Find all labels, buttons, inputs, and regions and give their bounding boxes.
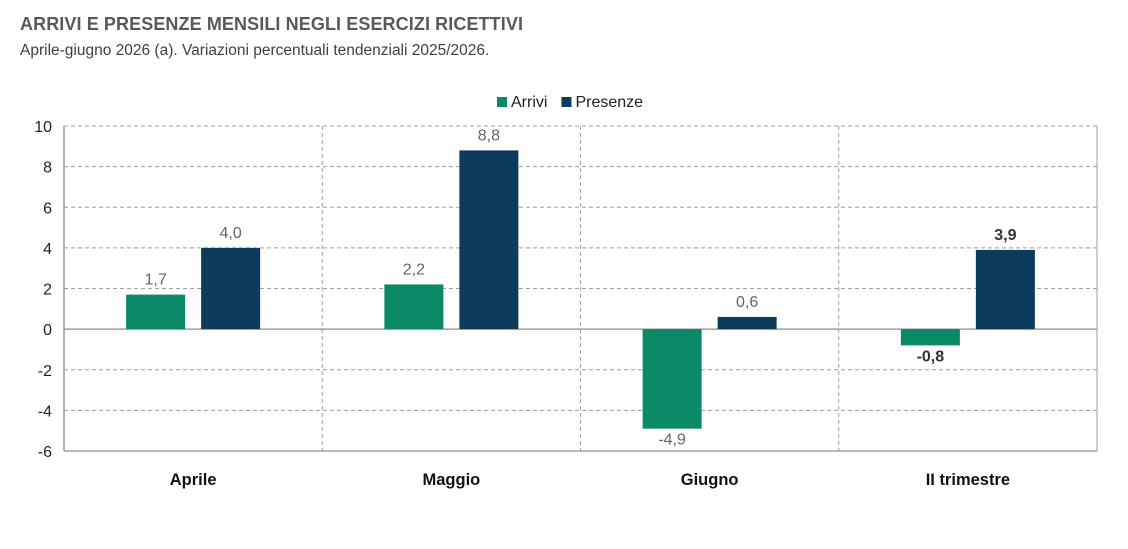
data-label: 4,0 [220, 225, 242, 242]
bar-arrivi-0 [126, 294, 186, 330]
data-label: 3,9 [994, 227, 1016, 244]
data-label: 0,6 [736, 294, 758, 311]
y-tick-label: 10 [34, 119, 52, 136]
data-label: 2,2 [403, 261, 425, 278]
legend-swatch-presenze [561, 97, 572, 107]
legend-label-arrivi: Arrivi [511, 94, 547, 111]
y-tick-label: 8 [43, 160, 52, 177]
bars-layer [126, 150, 1035, 429]
legend-label-presenze: Presenze [575, 94, 643, 111]
x-category-label: Aprile [170, 471, 217, 489]
bar-presenze-3 [975, 249, 1035, 330]
y-tick-label: 6 [43, 200, 52, 217]
bar-arrivi-3 [900, 329, 960, 346]
chart-title: ARRIVI E PRESENZE MENSILI NEGLI ESERCIZI… [20, 14, 524, 34]
y-tick-label: 0 [43, 322, 52, 339]
bar-presenze-1 [459, 150, 519, 330]
data-label: 1,7 [145, 272, 167, 289]
bar-arrivi-1 [384, 284, 444, 330]
x-category-label: II trimestre [926, 471, 1010, 489]
grid-layer: -6 -4 -2 0 2 4 6 8 10 [34, 119, 1098, 461]
data-label: -4,9 [658, 432, 686, 449]
y-tick-label: 2 [43, 282, 52, 299]
chart-subtitle: Aprile-giugno 2026 (a). Variazioni perce… [20, 42, 490, 59]
bar-arrivi-2 [642, 329, 702, 429]
x-category-label: Giugno [681, 471, 739, 489]
y-tick-label: -4 [38, 403, 52, 420]
y-tick-label: -6 [38, 444, 52, 461]
bar-presenze-2 [717, 316, 777, 330]
data-label: 8,8 [478, 127, 500, 144]
y-tick-label: 4 [43, 241, 52, 258]
data-label: -0,8 [917, 348, 945, 365]
x-category-label: Maggio [423, 471, 481, 489]
bar-presenze-0 [201, 247, 261, 330]
legend: Arrivi Presenze [497, 94, 643, 111]
y-tick-label: -2 [38, 363, 52, 380]
labels-layer: 1,7 4,0 Aprile 2,2 8,8 Maggio -4,9 0,6 Giugno -0,… [145, 127, 1017, 489]
legend-swatch-arrivi [497, 97, 507, 107]
